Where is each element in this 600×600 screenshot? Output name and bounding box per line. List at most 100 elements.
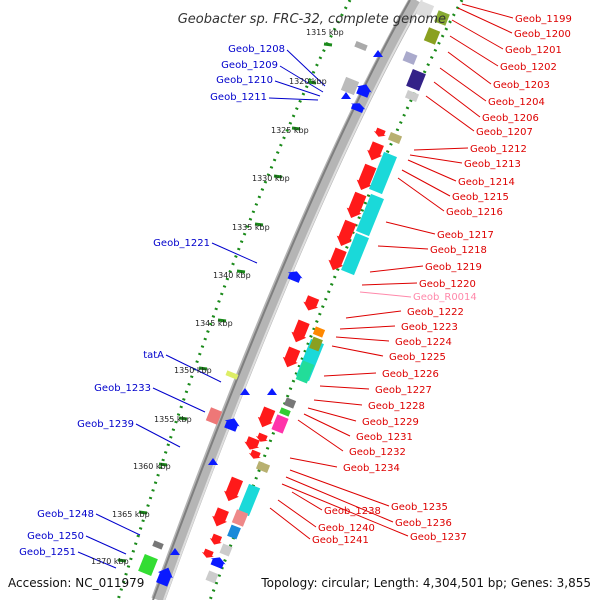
gene-block xyxy=(231,509,249,527)
right-gene-labels: Geob_1199 Geob_1200 Geob_1201 Geob_1202 … xyxy=(312,14,572,546)
gene-label[interactable]: Geob_1207 xyxy=(476,127,533,138)
leader-line xyxy=(407,159,457,182)
label-leader-lines xyxy=(77,3,514,569)
leader-line xyxy=(211,242,258,264)
gene-arrow xyxy=(224,418,240,432)
gene-label[interactable]: Geob_1228 xyxy=(368,401,425,412)
leader-line xyxy=(77,551,117,569)
gene-label[interactable]: Geob_1232 xyxy=(349,447,406,458)
gene-block xyxy=(225,370,239,380)
leader-line xyxy=(401,169,451,197)
gene-label[interactable]: Geob_1233 xyxy=(94,383,151,394)
gene-block xyxy=(205,407,223,425)
leader-line xyxy=(413,147,469,151)
gene-label[interactable]: Geob_1213 xyxy=(464,159,521,170)
leader-line xyxy=(335,336,390,342)
gene-label[interactable]: Geob_1199 xyxy=(515,14,572,25)
leader-line xyxy=(269,507,311,540)
gene-block xyxy=(205,570,219,584)
gene-label[interactable]: tatA xyxy=(143,350,164,361)
leader-line xyxy=(369,265,424,273)
scale-label: 1340 kbp xyxy=(213,271,251,280)
gene-arrow xyxy=(212,507,229,527)
gene-label[interactable]: Geob_1208 xyxy=(228,44,285,55)
scale-tick xyxy=(323,42,333,47)
gene-label[interactable]: Geob_1239 xyxy=(77,419,134,430)
gene-label[interactable]: Geob_1227 xyxy=(375,385,432,396)
gene-arrow xyxy=(356,163,377,191)
gene-label[interactable]: Geob_1214 xyxy=(458,177,515,188)
gene-block xyxy=(227,524,241,540)
gene-label[interactable]: Geob_1238 xyxy=(324,506,381,517)
leader-line xyxy=(274,80,321,97)
gene-label[interactable]: Geob_1221 xyxy=(153,238,210,249)
scale-tick xyxy=(291,126,301,131)
gene-label[interactable]: Geob_1202 xyxy=(500,62,557,73)
genome-title: Geobacter sp. FRC-32, complete genome xyxy=(178,12,446,27)
leader-line xyxy=(286,49,326,87)
gene-label[interactable]: Geob_1201 xyxy=(505,45,562,56)
gene-label[interactable]: Geob_1241 xyxy=(312,535,369,546)
gene-label[interactable]: Geob_1211 xyxy=(210,92,267,103)
accession-text: Accession: NC_011979 xyxy=(8,576,144,590)
gene-label[interactable]: Geob_1210 xyxy=(216,75,273,86)
leader-line xyxy=(165,354,222,383)
leader-line xyxy=(85,535,127,555)
gene-label[interactable]: Geob_1206 xyxy=(482,113,539,124)
gene-block xyxy=(404,90,420,102)
gene-block xyxy=(402,51,418,65)
gene-block xyxy=(219,543,233,557)
leader-line xyxy=(289,457,338,468)
scale-tick xyxy=(198,366,208,371)
gene-arrow xyxy=(244,436,260,450)
gene-block xyxy=(406,69,426,91)
gene-label[interactable]: Geob_R0014 xyxy=(413,292,477,303)
gene-block xyxy=(341,232,369,276)
gene-label[interactable]: Geob_1217 xyxy=(437,230,494,241)
gene-arrow xyxy=(170,548,180,555)
gene-label[interactable]: Geob_1204 xyxy=(488,97,545,108)
gene-label[interactable]: Geob_1225 xyxy=(389,352,446,363)
leader-line xyxy=(461,3,514,19)
gene-label[interactable]: Geob_1226 xyxy=(382,369,439,380)
gene-label[interactable]: Geob_1220 xyxy=(419,279,476,290)
gene-label[interactable]: Geob_1235 xyxy=(391,502,448,513)
leader-line xyxy=(285,476,394,523)
gene-label[interactable]: Geob_1218 xyxy=(430,245,487,256)
gene-label[interactable]: Geob_1250 xyxy=(27,531,84,542)
gene-block xyxy=(152,540,164,550)
gene-label[interactable]: Geob_1231 xyxy=(356,432,413,443)
gene-label[interactable]: Geob_1248 xyxy=(37,509,94,520)
gene-block xyxy=(279,407,291,417)
gene-label[interactable]: Geob_1215 xyxy=(452,192,509,203)
gene-arrow xyxy=(373,127,386,137)
gene-label[interactable]: Geob_1212 xyxy=(470,144,527,155)
gene-label[interactable]: Geob_1234 xyxy=(343,463,400,474)
gene-block xyxy=(271,414,289,434)
leader-line xyxy=(303,413,351,437)
scale-label: 1360 kbp xyxy=(133,462,171,471)
scale-tick xyxy=(307,80,317,85)
gene-label[interactable]: Geob_1240 xyxy=(318,523,375,534)
gene-label[interactable]: Geob_1219 xyxy=(425,262,482,273)
gene-label[interactable]: Geob_1222 xyxy=(407,307,464,318)
gene-arrow xyxy=(287,271,303,283)
gene-label[interactable]: Geob_1223 xyxy=(401,322,458,333)
gene-label[interactable]: Geob_1251 xyxy=(19,547,76,558)
leader-line xyxy=(447,51,492,85)
gene-label[interactable]: Geob_1236 xyxy=(395,518,452,529)
gene-label[interactable]: Geob_1216 xyxy=(446,207,503,218)
gene-label[interactable]: Geob_1229 xyxy=(362,417,419,428)
gene-label[interactable]: Geob_1224 xyxy=(395,337,452,348)
gene-label[interactable]: Geob_1237 xyxy=(410,532,467,543)
gene-block xyxy=(309,336,323,352)
scale-label: 1365 kbp xyxy=(112,510,150,519)
scale-label: 1315 kbp xyxy=(306,28,344,37)
gene-block xyxy=(283,397,297,409)
gene-block xyxy=(295,360,315,384)
gene-label[interactable]: Geob_1200 xyxy=(514,29,571,40)
gene-arrow xyxy=(336,219,357,247)
gene-label[interactable]: Geob_1209 xyxy=(221,60,278,71)
gene-label[interactable]: Geob_1203 xyxy=(493,80,550,91)
leader-line xyxy=(135,423,181,448)
